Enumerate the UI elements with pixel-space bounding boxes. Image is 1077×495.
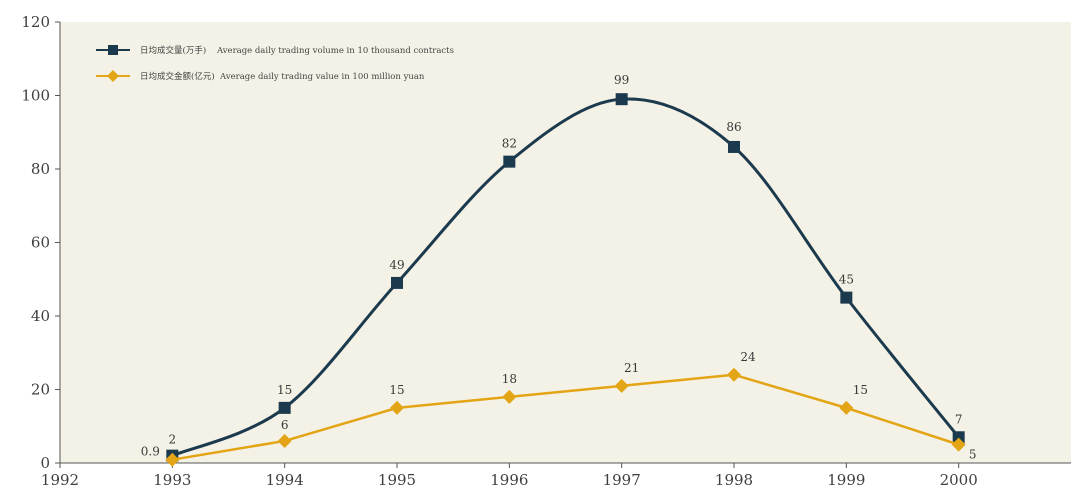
y-tick-label: 0 [40, 454, 50, 472]
y-tick-label: 100 [21, 87, 50, 105]
data-point-marker [615, 93, 628, 106]
series-1: 2 15 49 82 99 86 45 7 [166, 73, 965, 462]
data-point-marker [951, 437, 966, 452]
x-tick-label: 1999 [827, 471, 865, 489]
data-point-marker [165, 452, 180, 467]
data-label: 86 [726, 120, 741, 134]
data-point-marker [278, 401, 291, 414]
x-tick-label: 1997 [603, 471, 641, 489]
data-label: 7 [955, 412, 963, 426]
data-label: 15 [389, 383, 404, 397]
series-2-line [172, 373, 960, 461]
plot-background [60, 22, 1071, 463]
data-label: 15 [277, 383, 292, 397]
data-label: 45 [839, 273, 854, 287]
y-tick-label: 120 [21, 13, 50, 31]
data-point-marker [839, 400, 854, 415]
data-point-marker [727, 367, 741, 382]
y-tick-label: 60 [31, 234, 50, 252]
data-point-marker [952, 431, 965, 444]
data-point-marker [840, 291, 853, 304]
axes: 0 20 40 60 80 100 120 1992 1993 1994 1995 1996 1997 1… [21, 13, 1071, 489]
data-point-marker [391, 276, 403, 289]
data-point-marker [502, 389, 517, 404]
data-label: 21 [624, 361, 639, 375]
x-tick-label: 1998 [715, 471, 753, 489]
legend-marker [108, 45, 118, 55]
x-tick-label: 1994 [266, 471, 304, 489]
data-label: 49 [389, 258, 404, 272]
data-point-marker [503, 155, 516, 168]
y-tick-label: 80 [31, 160, 50, 178]
data-point-marker [277, 433, 292, 448]
data-label: 24 [740, 350, 756, 364]
data-point-marker [614, 378, 629, 393]
legend-marker [107, 70, 119, 82]
data-point-marker [728, 140, 740, 153]
data-label: 18 [502, 372, 517, 386]
data-point-marker [390, 400, 404, 415]
data-label: 99 [614, 73, 629, 87]
x-tick-label: 1995 [378, 471, 416, 489]
data-label: 2 [169, 433, 177, 447]
data-label: 15 [853, 383, 868, 397]
x-tick-label: 2000 [940, 471, 978, 489]
series-2: 0.9 6 15 18 21 24 15 5 [141, 350, 977, 467]
x-tick-label: 1996 [490, 471, 528, 489]
data-label: 6 [281, 418, 289, 432]
legend-label: 日均成交量(万手) Average daily trading volume i… [140, 45, 454, 56]
data-label: 82 [502, 137, 517, 151]
y-tick-label: 20 [31, 381, 50, 399]
x-tick-label: 1993 [153, 471, 191, 489]
legend: 日均成交量(万手) Average daily trading volume i… [96, 45, 454, 82]
data-label: 0.9 [141, 445, 160, 459]
series-layer: 2 15 49 82 99 86 45 7 0.9 6 15 18 21 24 15 5 [141, 73, 977, 467]
legend-label: 日均成交金额(亿元) Average daily trading value i… [140, 71, 425, 82]
data-label: 5 [969, 448, 977, 462]
y-tick-label: 40 [31, 307, 50, 325]
x-tick-label: 1992 [41, 471, 79, 489]
